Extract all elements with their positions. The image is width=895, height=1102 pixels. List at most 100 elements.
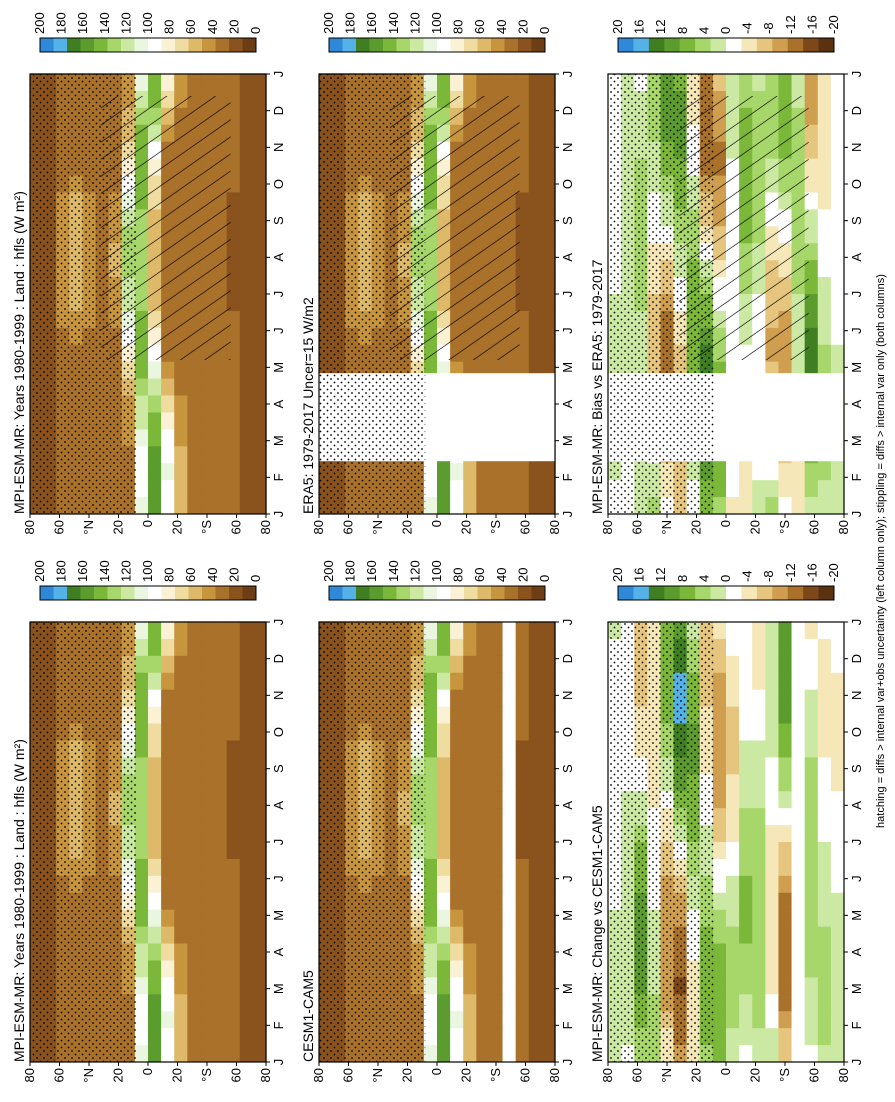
cell <box>226 638 241 656</box>
cell <box>226 722 241 741</box>
cell <box>148 909 162 927</box>
cell <box>161 496 175 514</box>
cell <box>463 892 477 910</box>
cell <box>541 993 556 1012</box>
colorbar-swatch <box>383 38 397 52</box>
cell <box>239 773 254 792</box>
colorbar-label: 4 <box>696 27 711 34</box>
colorbar-swatch <box>148 586 162 600</box>
cell <box>200 638 215 656</box>
y-tick-label: 20 <box>400 520 415 534</box>
colorbar-label: 180 <box>54 12 69 34</box>
cell <box>252 976 267 995</box>
cell <box>148 756 162 775</box>
cell <box>437 672 451 690</box>
cell <box>187 790 202 809</box>
colorbar-swatch <box>202 586 216 600</box>
cell <box>161 959 175 978</box>
cell <box>174 496 188 514</box>
cell <box>213 926 228 944</box>
x-tick-label: M <box>849 983 864 994</box>
cell <box>226 841 241 859</box>
y-tick-label: 60 <box>52 520 67 534</box>
cell <box>252 756 267 775</box>
cell <box>161 621 175 639</box>
cell <box>200 411 215 430</box>
cell <box>804 909 819 927</box>
cell <box>830 875 845 893</box>
cell <box>148 1044 162 1062</box>
colorbar-swatch <box>664 586 681 600</box>
colorbar-label: 120 <box>407 560 422 582</box>
cell <box>476 1044 491 1062</box>
x-tick-label: D <box>271 106 286 115</box>
colorbar-swatch <box>369 586 384 600</box>
cell <box>252 926 267 944</box>
cell <box>489 638 504 656</box>
cell <box>502 672 517 690</box>
colorbar-swatch <box>175 586 189 600</box>
x-tick-label: D <box>849 106 864 115</box>
cell <box>252 411 267 430</box>
cell <box>187 807 202 826</box>
cell <box>161 858 175 876</box>
cell <box>437 1044 451 1062</box>
y-tick-label: 20 <box>748 520 763 534</box>
cell <box>423 638 438 656</box>
cell <box>476 1027 491 1046</box>
cell <box>489 672 504 690</box>
cell <box>541 841 556 859</box>
cell <box>239 276 254 294</box>
cell <box>817 1044 832 1062</box>
cell <box>791 773 806 792</box>
cell <box>712 1044 727 1062</box>
cell <box>489 976 504 995</box>
cell <box>213 1010 228 1029</box>
cell <box>791 942 806 961</box>
cell <box>174 462 188 481</box>
colorbar-swatch <box>450 586 465 600</box>
cell <box>226 1010 241 1029</box>
cell <box>148 892 162 910</box>
cell <box>252 875 267 893</box>
cell <box>765 1044 780 1062</box>
cell <box>450 909 464 927</box>
cell <box>174 428 188 447</box>
cell <box>252 225 267 244</box>
cell <box>804 807 819 826</box>
y-tick-label: °S <box>488 1068 503 1082</box>
cell <box>463 479 477 498</box>
x-tick-label: M <box>849 435 864 446</box>
cell <box>830 73 845 91</box>
cell <box>515 858 530 876</box>
cell <box>752 621 766 639</box>
y-tick-label: °N <box>659 1068 674 1083</box>
cell <box>752 73 766 91</box>
colorbar-swatch <box>772 586 789 600</box>
cell <box>174 807 188 826</box>
cell <box>226 892 241 910</box>
cell <box>134 428 149 447</box>
cell <box>476 959 491 978</box>
cell <box>489 722 504 741</box>
cell <box>463 496 477 514</box>
colorbar-swatch <box>410 586 424 600</box>
colorbar-label: 8 <box>675 27 690 34</box>
cell <box>161 655 175 673</box>
cell <box>830 841 845 859</box>
cell <box>423 858 438 876</box>
colorbar-swatch <box>464 38 478 52</box>
cell <box>437 841 451 859</box>
x-tick-label: M <box>271 983 286 994</box>
cell <box>739 807 753 826</box>
cell <box>148 428 162 447</box>
cell <box>161 942 175 961</box>
y-tick-label: 80 <box>547 1068 562 1082</box>
cell <box>239 90 254 108</box>
cell <box>213 1027 228 1046</box>
cell <box>239 124 254 142</box>
cell <box>174 621 188 639</box>
cell <box>161 739 175 758</box>
cell <box>778 824 793 842</box>
x-tick-label: D <box>271 654 286 663</box>
